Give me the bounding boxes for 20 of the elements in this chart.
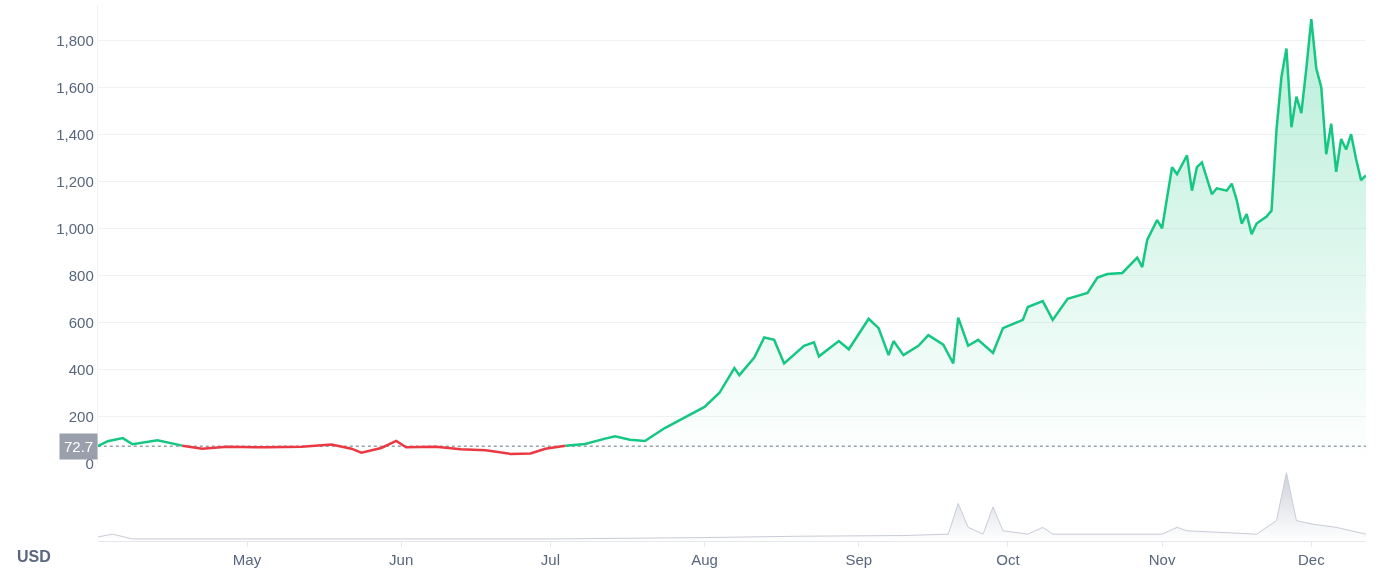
x-tick-label: Jun xyxy=(389,551,414,568)
y-tick-label: 1,400 xyxy=(56,125,94,143)
y-tick-label: 1,600 xyxy=(56,78,94,96)
y-tick-label: 0 xyxy=(85,454,94,472)
text: USD xyxy=(17,548,51,565)
x-tick-label: Dec xyxy=(1297,551,1326,568)
ref-line-label: 72.7 xyxy=(64,438,94,455)
y-tick-label: 1,200 xyxy=(56,172,94,190)
y-tick-label: 800 xyxy=(68,266,94,284)
y-tick-label: 400 xyxy=(68,360,94,378)
y-tick-label: 200 xyxy=(68,407,94,425)
x-tick-label: Nov xyxy=(1148,551,1176,568)
y-tick-label: 1,800 xyxy=(56,31,94,49)
x-tick-label: Jul xyxy=(540,551,560,568)
y-tick-label: 600 xyxy=(68,313,94,331)
x-tick-label: Oct xyxy=(996,551,1021,568)
y-tick-label: 1,000 xyxy=(56,219,94,237)
x-tick-label: Sep xyxy=(845,551,873,568)
x-tick-label: May xyxy=(232,551,262,568)
x-tick-label: Aug xyxy=(691,551,718,568)
